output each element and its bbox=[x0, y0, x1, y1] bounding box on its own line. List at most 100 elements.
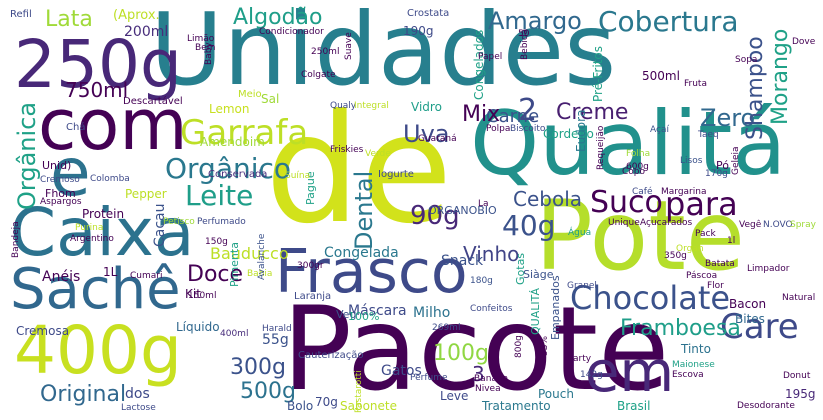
word-195g: 195g bbox=[785, 387, 816, 401]
word-tinto: Tinto bbox=[681, 342, 711, 356]
word-shampoo: Shampoo bbox=[743, 36, 768, 140]
word-kit: Kit bbox=[185, 287, 201, 301]
word-pastarotti: Pastarotti bbox=[354, 370, 364, 413]
word-pepper: Pepper bbox=[125, 187, 167, 201]
word-cremoso: Cremoso bbox=[40, 175, 80, 185]
word-leve: Leve bbox=[440, 389, 469, 403]
word-qualy: Qualy bbox=[330, 101, 357, 111]
word-bahia: Bahia bbox=[247, 269, 273, 279]
word-doce: Doce bbox=[187, 262, 244, 287]
word-care: Care bbox=[720, 307, 799, 347]
word-caixa: Caixa bbox=[10, 194, 195, 271]
word-sal: Sal bbox=[261, 92, 280, 106]
word-party: Party bbox=[568, 354, 592, 364]
word-organobio: ORGANOBIO bbox=[428, 204, 497, 217]
word-em: em bbox=[585, 340, 675, 405]
word-unique: Unique bbox=[608, 218, 640, 228]
word-qualita: Qualitá bbox=[470, 92, 787, 195]
word-lemon: Lemon bbox=[209, 102, 250, 116]
word-banana: Banana bbox=[474, 374, 509, 384]
word-flor: Flor bbox=[707, 281, 724, 291]
word-maionese: Maionese bbox=[672, 360, 715, 370]
word-organica: Orgânica bbox=[13, 101, 41, 210]
word-800g: 800g bbox=[514, 335, 524, 358]
word-condicionador: Condicionador bbox=[259, 27, 324, 37]
word-spray: Spray bbox=[790, 220, 816, 230]
word-cobertura: Cobertura bbox=[598, 5, 739, 38]
word-eudora: Eudora bbox=[574, 109, 588, 152]
word-congelados: Congelados bbox=[472, 29, 486, 100]
word-bauducco: Bauducco bbox=[210, 244, 289, 263]
word-300gr: 300gr bbox=[297, 261, 324, 271]
word-pack: Pack bbox=[695, 229, 716, 239]
word-agua: Água bbox=[568, 228, 592, 238]
word-dos: dos bbox=[125, 386, 150, 402]
word-integral: Integral bbox=[354, 101, 389, 111]
word-conservada: Conservada bbox=[208, 169, 268, 180]
word-tratamento: Tratamento bbox=[482, 399, 551, 413]
word-creme: Creme bbox=[556, 100, 629, 125]
word-suina: Suína bbox=[285, 171, 311, 181]
word-pote: Pote bbox=[535, 180, 745, 292]
word-unidades: Unidades bbox=[150, 0, 617, 108]
word-leite: Leite bbox=[185, 179, 254, 212]
word-142g: 142g bbox=[580, 370, 603, 380]
word-carne: Carne bbox=[486, 106, 540, 127]
word-harald: Harald bbox=[262, 324, 292, 334]
word-iogurte: Iogurte bbox=[378, 169, 414, 180]
word-pacote: Pacote bbox=[282, 282, 670, 417]
word-limao: Limão bbox=[187, 34, 215, 44]
word-53pct: 53% bbox=[540, 335, 550, 356]
word-300g: 300g bbox=[230, 355, 286, 380]
word-chocolate: Chocolate bbox=[570, 279, 731, 317]
word-aspargos: Aspargos bbox=[40, 197, 82, 207]
word-55g: 55g bbox=[262, 332, 289, 348]
word-perfume: Perfume bbox=[410, 373, 448, 383]
word-cafe: Café bbox=[632, 187, 653, 197]
word-zero: Zero bbox=[700, 104, 756, 132]
word-milho: Milho bbox=[413, 305, 451, 321]
word-mascara: Máscara bbox=[348, 303, 407, 319]
word-de: de bbox=[265, 83, 453, 257]
word-organ: Organ bbox=[676, 244, 704, 254]
word-50: 50 bbox=[518, 29, 530, 39]
word-biscoito: Biscoito bbox=[510, 124, 546, 134]
word-limpador: Limpador bbox=[747, 264, 790, 274]
word-suave: Suave bbox=[344, 32, 354, 60]
word-cumari: Cumari bbox=[130, 271, 163, 281]
word-siage: Siàge bbox=[523, 268, 554, 281]
word-algodao: Algodão bbox=[233, 5, 323, 30]
word-qualita-2: QUALITÁ bbox=[529, 288, 542, 335]
word-morango: Morango bbox=[768, 28, 793, 125]
word-200ml: 200ml bbox=[124, 24, 169, 40]
word-bandeja: Bandeja bbox=[11, 221, 21, 258]
word-750ml: 750ml bbox=[65, 78, 129, 102]
word-la: La bbox=[478, 199, 489, 209]
word-laranja: Laranja bbox=[294, 291, 332, 302]
word-donut: Donut bbox=[783, 371, 811, 381]
word-pre-fritos: Pré-Fritos bbox=[591, 45, 605, 102]
word-lisos: Lisos bbox=[680, 156, 703, 166]
word-gatos: Gatos bbox=[381, 363, 422, 379]
word-com: com bbox=[38, 84, 188, 166]
word-brasil: Brasil bbox=[617, 399, 651, 413]
word-polpa: Polpa bbox=[486, 124, 511, 134]
word-40g: 40g bbox=[502, 209, 556, 242]
word-perfumado: Perfumado bbox=[197, 217, 246, 227]
word-350g: 350g bbox=[664, 251, 687, 261]
word-petisco: Petisco bbox=[163, 217, 195, 227]
word-dove: Dove bbox=[792, 37, 816, 47]
word-bem: Bem bbox=[195, 43, 216, 53]
word-269ml: 269ml bbox=[432, 323, 461, 333]
word-escova: Escova bbox=[672, 370, 704, 380]
word-vidro: Vidro bbox=[411, 100, 442, 114]
word-margarina: Margarina bbox=[661, 187, 707, 197]
word-confeitos: Confeitos bbox=[470, 304, 513, 314]
word-lactose: Lactose bbox=[121, 403, 156, 413]
word-cordeiro: Cordeiro bbox=[543, 127, 594, 141]
word-dental: Dental bbox=[350, 170, 378, 250]
word-granel: Granel bbox=[567, 281, 597, 291]
word-bacon: Bacon bbox=[729, 297, 767, 311]
word-friskies: Friskies bbox=[330, 145, 364, 155]
